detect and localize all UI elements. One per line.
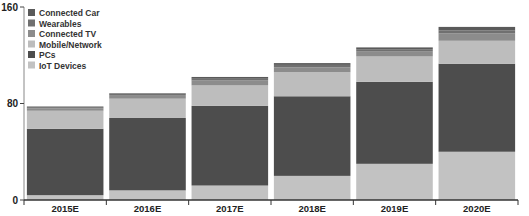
bar-segment (192, 77, 269, 79)
bar-segment (109, 118, 186, 190)
x-tick-label: 2016E (134, 203, 161, 214)
legend-label: Connected Car (39, 8, 100, 18)
bar-segment (192, 186, 269, 200)
bar-segment (192, 106, 269, 186)
band-divider (106, 200, 107, 205)
bar-segment (356, 164, 433, 200)
x-tick-label: 2015E (51, 203, 78, 214)
bar-segment (274, 176, 351, 200)
bar-segment (274, 72, 351, 96)
bar-segment (356, 52, 433, 57)
band-divider (188, 200, 189, 205)
bar-segment (439, 152, 516, 200)
bar-segment (439, 34, 516, 41)
legend-label: Mobile/Network (39, 40, 102, 50)
band-divider (518, 200, 519, 205)
x-tick-label: 2019E (381, 203, 408, 214)
chart: 0 80 160 2015E 2016E 2017E 2018E 2019E 2020E Conn… (0, 0, 529, 216)
bar-segment (356, 49, 433, 51)
band-divider (24, 200, 25, 205)
legend-swatch (28, 20, 35, 27)
band-divider (353, 200, 354, 205)
legend-swatch (28, 30, 35, 37)
y-tick-label: 0 (12, 195, 18, 206)
bar-segment (439, 64, 516, 152)
bar-segment (274, 63, 351, 65)
bar-segment (192, 85, 269, 106)
y-tick (20, 200, 24, 201)
x-tick-label: 2017E (216, 203, 243, 214)
y-tick (20, 103, 24, 104)
bar-segment (439, 27, 516, 31)
band-divider (271, 200, 272, 205)
bar-segment (27, 106, 104, 108)
x-tick-label: 2018E (298, 203, 325, 214)
band-divider (435, 200, 436, 205)
bar-segment (274, 96, 351, 176)
x-tick-label: 2020E (463, 203, 490, 214)
bar-segment (274, 67, 351, 72)
bar-segment (109, 99, 186, 118)
legend-label: PCs (39, 50, 56, 60)
legend-label: Connected TV (39, 29, 96, 39)
y-tick-label: 160 (1, 2, 18, 13)
legend-label: Wearables (39, 19, 82, 29)
y-tick (20, 7, 24, 8)
bar-segment (109, 95, 186, 99)
legend-label: IoT Devices (39, 61, 87, 71)
bar-segment (109, 94, 186, 95)
bar-segment (439, 31, 516, 34)
bar-segment (27, 107, 104, 108)
legend-swatch (28, 51, 35, 58)
bar-segment (27, 111, 104, 129)
bar-segment (356, 56, 433, 81)
bar-segment (192, 79, 269, 81)
y-tick-label: 80 (7, 98, 19, 109)
bar-segment (27, 129, 104, 195)
bar-segment (109, 93, 186, 95)
legend-swatch (28, 9, 35, 16)
bar-segment (192, 81, 269, 86)
legend-swatch (28, 41, 35, 48)
legend-swatch (28, 62, 35, 69)
bar-segment (274, 65, 351, 67)
bar-segment (356, 47, 433, 49)
bar-segment (27, 108, 104, 110)
bar-segment (356, 82, 433, 164)
bars (27, 27, 515, 200)
bar-segment (109, 190, 186, 200)
bar-segment (439, 41, 516, 64)
